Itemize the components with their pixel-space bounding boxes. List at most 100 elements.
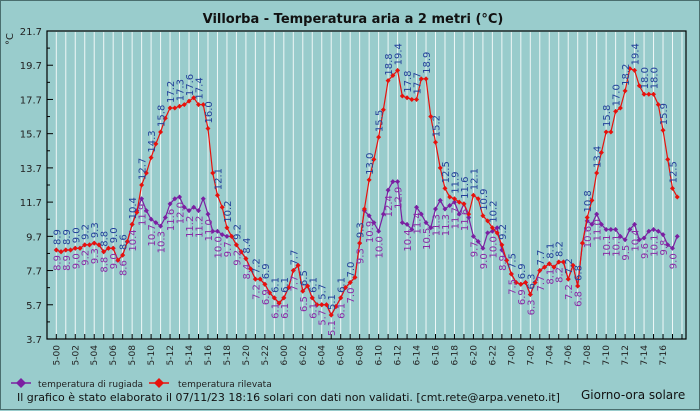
dew-point-data-label: 6.1: [337, 303, 348, 319]
dew-point-marker: [172, 196, 178, 202]
temperature-line: [56, 67, 678, 317]
temperature-marker: [622, 88, 628, 94]
temperature-marker: [475, 196, 481, 202]
temperature-marker: [447, 194, 453, 200]
temperature-marker: [96, 242, 102, 248]
x-tick-label: 5-10: [147, 345, 157, 366]
dew-point-marker: [641, 235, 647, 241]
temperature-marker: [518, 281, 524, 287]
temperature-marker: [309, 295, 315, 301]
temperature-data-label: 8.9: [52, 229, 63, 245]
temperature-data-label: 11.9: [450, 171, 461, 193]
dew-point-data-label: 6.1: [308, 303, 319, 319]
temperature-data-label: 15.2: [432, 115, 443, 137]
dew-point-data-label: 9.0: [71, 253, 82, 269]
temperature-marker: [485, 218, 491, 224]
dew-point-data-label: 9.8: [659, 240, 670, 256]
dew-point-data-label: 8.9: [62, 255, 73, 271]
dew-point-data-label: 11.3: [432, 214, 443, 236]
dew-point-marker: [646, 228, 652, 234]
x-tick-label: 5-12: [166, 345, 176, 365]
temperature-marker: [68, 247, 74, 253]
x-tick-label: 6-16: [432, 345, 442, 366]
temperature-marker: [494, 230, 500, 236]
temperature-marker: [546, 261, 552, 267]
x-tick-label: 5-06: [109, 345, 119, 366]
x-tick-label: 7-02: [526, 345, 536, 365]
temperature-marker: [86, 242, 92, 248]
temperature-data-label: 9.0: [109, 227, 120, 243]
dew-point-marker: [196, 208, 201, 214]
dew-point-marker: [437, 197, 443, 203]
temperature-marker: [608, 129, 614, 135]
temperature-marker: [575, 283, 581, 289]
y-axis-unit: °C: [5, 33, 16, 45]
temperature-data-label: 8.1: [545, 243, 556, 259]
temperature-data-label: 16.0: [204, 101, 215, 123]
temperature-marker: [542, 264, 548, 270]
dew-point-data-label: 7.5: [507, 279, 518, 295]
temperature-data-label: 17.4: [195, 77, 206, 99]
temperature-data-label: 12.1: [469, 168, 480, 190]
temperature-data-label: 12.5: [441, 161, 452, 183]
temperature-marker: [579, 240, 585, 246]
dew-point-marker: [660, 232, 666, 238]
temperature-marker: [139, 182, 145, 188]
dew-point-data-label: 10.6: [583, 226, 594, 248]
dew-point-marker: [598, 221, 604, 227]
temperature-marker: [229, 233, 235, 239]
x-tick-label: 5-22: [261, 345, 271, 365]
temperature-data-label: 10.4: [128, 197, 139, 219]
y-axis: 3.7 5.7 7.7 9.7 11.7 13.7 15.7 17.7 19.7 21.7: [20, 27, 53, 346]
dew-point-data-label: 10.0: [375, 236, 386, 258]
temperature-marker: [219, 204, 225, 210]
temperature-data-label: 6.1: [337, 277, 348, 293]
temperature-marker: [200, 102, 206, 108]
temperature-marker: [210, 170, 216, 176]
dew-point-marker: [148, 216, 154, 222]
x-tick-label: 6-14: [413, 345, 423, 366]
dew-point-marker: [418, 211, 424, 217]
x-tick-label: 5-00: [52, 345, 62, 366]
dew-point-marker: [205, 211, 211, 217]
dew-point-data-label: 6.3: [526, 300, 537, 316]
x-tick-label: 5-16: [204, 345, 214, 366]
x-tick-label: 6-08: [356, 345, 366, 366]
temperature-marker: [196, 102, 201, 108]
temperature-marker: [636, 83, 642, 89]
dew-point-data-label: 10.4: [128, 229, 139, 251]
x-tick-label: 6-02: [299, 345, 309, 365]
x-tick-label: 7-00: [507, 345, 517, 366]
x-tick-label: 5-04: [90, 345, 100, 366]
dew-point-data-label: 11.4: [413, 212, 424, 234]
dew-point-data-label: 9.2: [81, 250, 92, 266]
temperature-marker: [186, 98, 192, 104]
temperature-marker: [177, 103, 183, 109]
temperature-data-label: 9.0: [71, 227, 82, 243]
temperature-data-label: 19.4: [394, 43, 405, 65]
temperature-marker: [371, 156, 377, 162]
dew-point-data-label: 7.0: [346, 288, 357, 304]
temperature-marker: [466, 211, 472, 217]
x-tick-label: 7-14: [640, 345, 650, 366]
dew-point-data-label: 11.6: [166, 209, 177, 231]
dew-point-data-label: 5.1: [327, 320, 338, 336]
legend-dew-label: temperatura di rugiada: [38, 380, 143, 390]
temperature-data-label: 17.7: [413, 72, 424, 94]
x-tick-label: 5-02: [71, 345, 81, 365]
temperature-marker: [172, 105, 178, 111]
temperature-marker: [632, 67, 638, 73]
dew-point-data-label: 11.2: [185, 216, 196, 238]
temperature-marker: [143, 170, 149, 176]
temperature-marker: [153, 141, 159, 147]
temperature-marker: [314, 302, 320, 308]
dew-point-data-label: 10.3: [157, 231, 168, 253]
y-tick-label: 13.7: [20, 164, 42, 175]
temperature-marker: [527, 292, 533, 298]
temperature-data-label: 8.6: [119, 234, 130, 250]
dew-point-marker: [186, 208, 192, 214]
dew-point-marker: [475, 238, 481, 244]
temperature-marker: [328, 312, 334, 318]
x-axis: 5-00 5-02 5-04 5-06 5-08 5-10 5-12 5-14 5-16 5-18…: [52, 334, 683, 366]
